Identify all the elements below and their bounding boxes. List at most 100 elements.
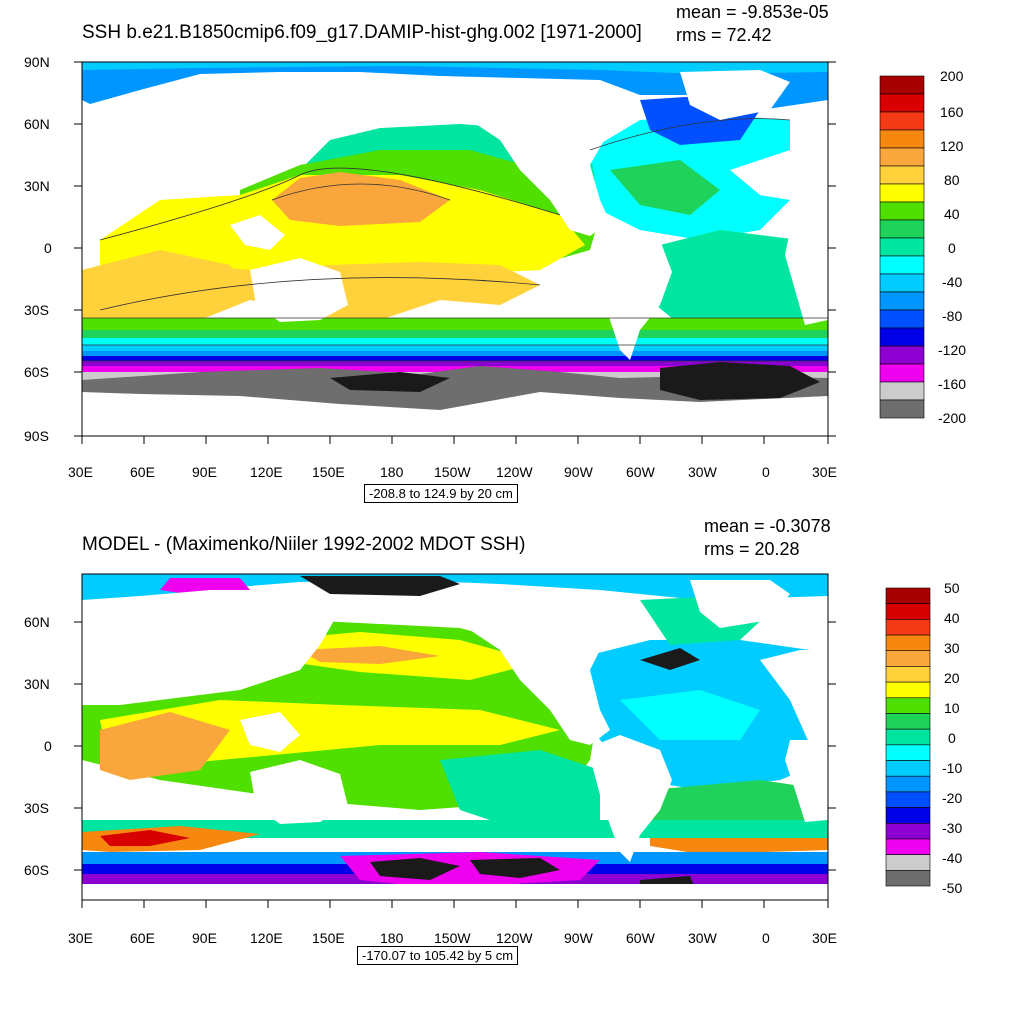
colorbar-box <box>879 75 925 95</box>
panel1-colorbar <box>879 75 925 419</box>
panel1-africa <box>785 230 828 325</box>
colorbar-box <box>885 822 931 840</box>
panel2-greenland <box>690 580 790 628</box>
panel1-map <box>81 61 829 437</box>
panel2-south-america <box>592 735 672 862</box>
panel1-range-label: -208.8 to 124.9 by 20 cm <box>364 484 518 503</box>
panel2-ticks <box>74 621 836 908</box>
panel2-antarctic-black <box>370 858 460 880</box>
panel1-lon-label: 90E <box>192 464 217 480</box>
panel1-band-cyan <box>82 338 828 345</box>
colorbar-box <box>885 587 931 604</box>
colorbar-box <box>879 219 925 239</box>
panel2-lon-label: 120W <box>496 930 533 946</box>
panel2-arctic-black <box>300 576 460 596</box>
colorbar-box <box>879 201 925 221</box>
colorbar-box <box>879 165 925 185</box>
panel2-rms: rms = 20.28 <box>704 539 800 559</box>
colorbar-box <box>885 713 931 730</box>
panel1-south-america <box>592 225 672 360</box>
panel2-colorbar-label: -40 <box>942 850 963 866</box>
panel1-lat-label: 30N <box>24 178 50 194</box>
panel1-lon-label: 120W <box>496 464 533 480</box>
panel1-band-purple <box>82 361 828 366</box>
panel2-lat-label: 30S <box>24 800 49 816</box>
panel2-lat-label: 60S <box>24 862 49 878</box>
panel1-lon-label: 30W <box>688 464 717 480</box>
panel1-south-atlantic <box>640 230 828 330</box>
panel2-europe <box>760 650 828 745</box>
panel1-colorbar-label: -80 <box>942 308 963 324</box>
panel1-band-lightblue <box>82 345 828 351</box>
panel1-lat-label: 60N <box>24 116 50 132</box>
panel1-colorbar-label: 0 <box>948 240 956 256</box>
panel2-antarctica <box>82 884 828 900</box>
colorbar-box <box>879 327 925 347</box>
panel1-colorbar-label: -200 <box>938 410 967 426</box>
panel2-colorbar-label: 10 <box>944 700 960 716</box>
panel1-band-magenta <box>82 366 828 372</box>
panel2-range-label: -170.07 to 105.42 by 5 cm <box>357 946 519 965</box>
panel1-colorbar-label: 40 <box>944 206 960 222</box>
colorbar-box <box>885 619 931 636</box>
panel2-south-atlantic-teal <box>650 780 828 830</box>
panel2-colorbar-label: -20 <box>942 790 963 806</box>
colorbar-box <box>879 147 925 167</box>
panel2-gulf-stream-black <box>640 648 700 670</box>
colorbar-box <box>879 399 925 419</box>
colorbar-box <box>879 273 925 293</box>
panel2-colorbar-label: 40 <box>944 610 960 626</box>
panel2-pacific-cyan <box>440 750 600 830</box>
panel1-lon-label: 60E <box>130 464 155 480</box>
panel1-band-darkblue <box>82 356 828 361</box>
panel1-lat-label: 0 <box>44 240 52 256</box>
panel2-colorbar-label: 0 <box>948 730 956 746</box>
panel1-colorbar-label: 80 <box>944 172 960 188</box>
panel2-pacific-yellow-equator <box>100 700 560 770</box>
colorbar-box <box>885 650 931 667</box>
panel2-maritime-continent <box>240 712 300 752</box>
panel1-colorbar-label: -120 <box>938 342 967 358</box>
panel2-south-indian-red <box>100 830 190 846</box>
colorbar-box <box>885 666 931 683</box>
panel2-atlantic-cyan <box>620 690 760 740</box>
colorbar-box <box>879 183 925 203</box>
panel2-lon-label: 30E <box>68 930 93 946</box>
colorbar-box <box>885 791 931 808</box>
panel1-lon-label: 30E <box>812 464 837 480</box>
panel2-lon-label: 90W <box>564 930 593 946</box>
colorbar-box <box>879 129 925 149</box>
panel1-lat-label: 60S <box>24 364 49 380</box>
panel2-lon-label: 90E <box>192 930 217 946</box>
colorbar-box <box>885 838 931 855</box>
panel2-north-america <box>440 590 610 745</box>
colorbar-box <box>885 744 931 761</box>
colorbar-box <box>885 681 931 699</box>
panel1-lon-label: 60W <box>626 464 655 480</box>
panel1-colorbar-label: -160 <box>938 376 967 392</box>
colorbar-box <box>879 237 925 257</box>
panel1-colorbar-label: -40 <box>942 274 963 290</box>
panel2-title: MODEL - (Maximenko/Niiler 1992-2002 MDOT… <box>82 534 526 555</box>
panel1-colorbar-label: 160 <box>940 104 964 120</box>
colorbar-box <box>879 345 925 365</box>
panel2-lon-label: 30W <box>688 930 717 946</box>
panel1-indian-ocean <box>82 250 250 330</box>
panel1-australia <box>250 258 348 322</box>
colorbar-box <box>885 854 931 871</box>
panel1-lon-label: 0 <box>762 464 770 480</box>
panel2-antarctic-black-2 <box>470 858 560 878</box>
panel2-lat-label: 60N <box>24 614 50 630</box>
panel1-lon-label: 120E <box>250 464 283 480</box>
panel1-lon-label: 150W <box>434 464 471 480</box>
colorbar-box <box>879 309 925 329</box>
panel1-ticks <box>74 61 836 444</box>
panel1-band-blue <box>82 351 828 356</box>
panel2-lon-label: 150E <box>312 930 345 946</box>
panel1-lon-label: 90W <box>564 464 593 480</box>
panel1-lat-label: 30S <box>24 302 49 318</box>
panel2-mean: mean = -0.3078 <box>704 516 831 536</box>
panel1-maritime-continent <box>230 215 285 250</box>
panel1-lon-label: 150E <box>312 464 345 480</box>
